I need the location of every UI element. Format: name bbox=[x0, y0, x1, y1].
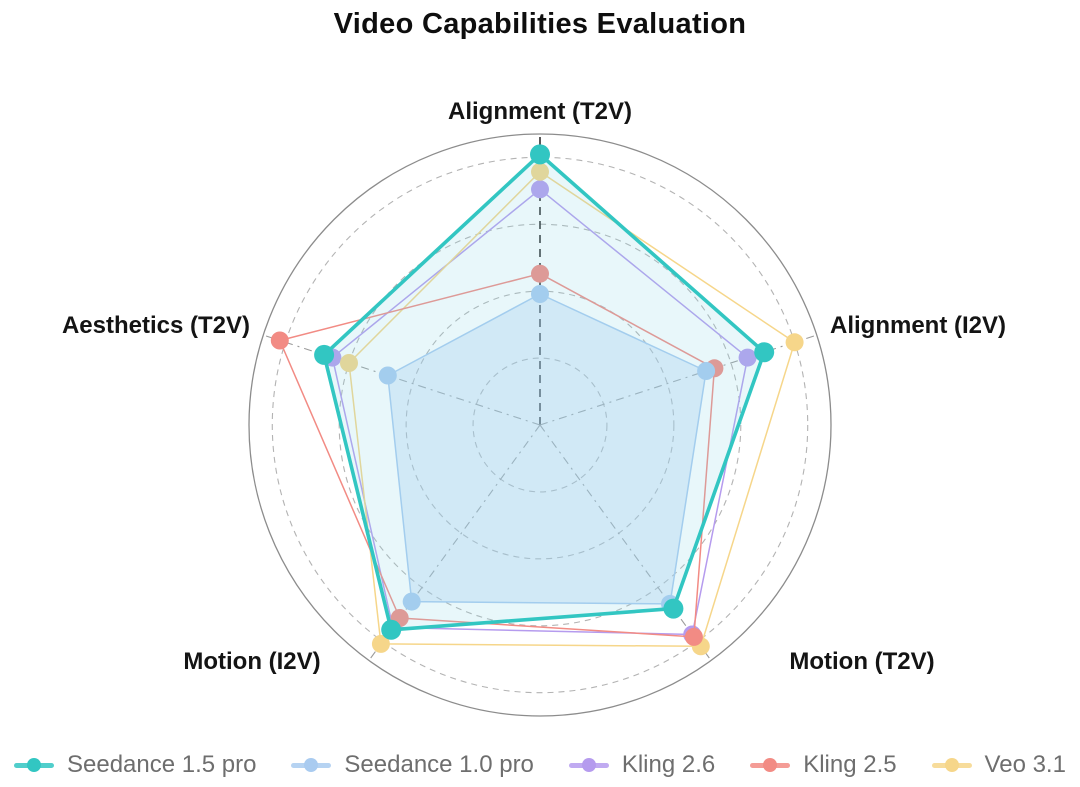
legend-item-seedance-1-0-pro: Seedance 1.0 pro bbox=[291, 751, 534, 779]
legend-label: Kling 2.5 bbox=[803, 751, 897, 778]
legend-item-seedance-1-5-pro: Seedance 1.5 pro bbox=[14, 751, 256, 779]
radar-spoke-4 bbox=[263, 334, 541, 426]
series-point-veo-3-1 bbox=[785, 333, 804, 352]
legend-marker-dot bbox=[27, 758, 41, 772]
legend-marker-icon bbox=[931, 757, 972, 773]
legend-label: Veo 3.1 bbox=[984, 751, 1066, 778]
radar-outer-circle bbox=[248, 133, 832, 717]
series-line-seedance-1-0-pro bbox=[387, 293, 707, 605]
series-point-seedance-1-5-pro bbox=[530, 144, 550, 165]
legend-marker-icon bbox=[750, 757, 791, 773]
series-line-seedance-1-5-pro bbox=[322, 152, 766, 632]
chart-title: Video Capabilities Evaluation bbox=[333, 8, 747, 40]
legend-marker-dot bbox=[581, 758, 596, 772]
series-line-veo-3-1 bbox=[348, 171, 796, 648]
series-point-kling-2-5 bbox=[684, 627, 703, 646]
series-point-seedance-1-5-pro bbox=[754, 342, 775, 363]
series-point-seedance-1-5-pro bbox=[381, 619, 402, 640]
series-point-veo-3-1 bbox=[371, 634, 390, 653]
legend-marker-dot bbox=[304, 758, 319, 772]
legend-item-veo-3-1: Veo 3.1 bbox=[931, 751, 1066, 779]
series-point-seedance-1-5-pro bbox=[314, 344, 335, 365]
axis-label-2: Motion (T2V) bbox=[789, 648, 934, 675]
series-point-kling-2-5 bbox=[531, 264, 549, 283]
legend-label: Seedance 1.0 pro bbox=[344, 751, 534, 778]
legend-marker-dot bbox=[944, 758, 959, 772]
radar-chart-svg: Alignment (T2V) Alignment (I2V) Motion (T2… bbox=[62, 98, 1006, 717]
series-point-seedance-1-0-pro bbox=[531, 285, 549, 303]
series-point-veo-3-1 bbox=[531, 162, 549, 181]
series-line-kling-2-5 bbox=[279, 272, 716, 638]
legend-label: Seedance 1.5 pro bbox=[67, 751, 257, 778]
series-point-seedance-1-0-pro bbox=[378, 366, 397, 385]
axis-label-3: Motion (I2V) bbox=[183, 648, 320, 675]
legend-marker-icon bbox=[291, 757, 332, 773]
series-point-kling-2-6 bbox=[738, 348, 757, 367]
radar-grid-ring bbox=[472, 357, 608, 493]
radar-spoke-2 bbox=[539, 424, 712, 661]
legend-label: Kling 2.6 bbox=[621, 751, 716, 778]
radar-grid-ring bbox=[338, 223, 742, 627]
series-point-kling-2-6 bbox=[531, 180, 549, 199]
legend-item-kling-2-6: Kling 2.6 bbox=[568, 751, 716, 779]
axis-label-4: Aesthetics (T2V) bbox=[62, 312, 250, 339]
series-point-veo-3-1 bbox=[340, 354, 358, 372]
legend-marker-icon bbox=[14, 757, 54, 773]
axis-label-1: Alignment (I2V) bbox=[830, 312, 1006, 339]
radar-grid-ring bbox=[271, 156, 809, 694]
series-point-seedance-1-0-pro bbox=[697, 362, 716, 380]
series-point-seedance-1-0-pro bbox=[402, 592, 421, 611]
legend-marker-icon bbox=[568, 757, 609, 773]
series-point-seedance-1-5-pro bbox=[663, 598, 684, 619]
axis-label-0: Alignment (T2V) bbox=[448, 98, 632, 125]
series-point-kling-2-5 bbox=[270, 331, 289, 350]
legend-item-kling-2-5: Kling 2.5 bbox=[750, 751, 897, 779]
legend-marker-dot bbox=[763, 758, 778, 772]
series-line-kling-2-6 bbox=[331, 188, 749, 636]
chart-legend: Seedance 1.5 pro Seedance 1.0 pro Kling … bbox=[0, 751, 1080, 779]
